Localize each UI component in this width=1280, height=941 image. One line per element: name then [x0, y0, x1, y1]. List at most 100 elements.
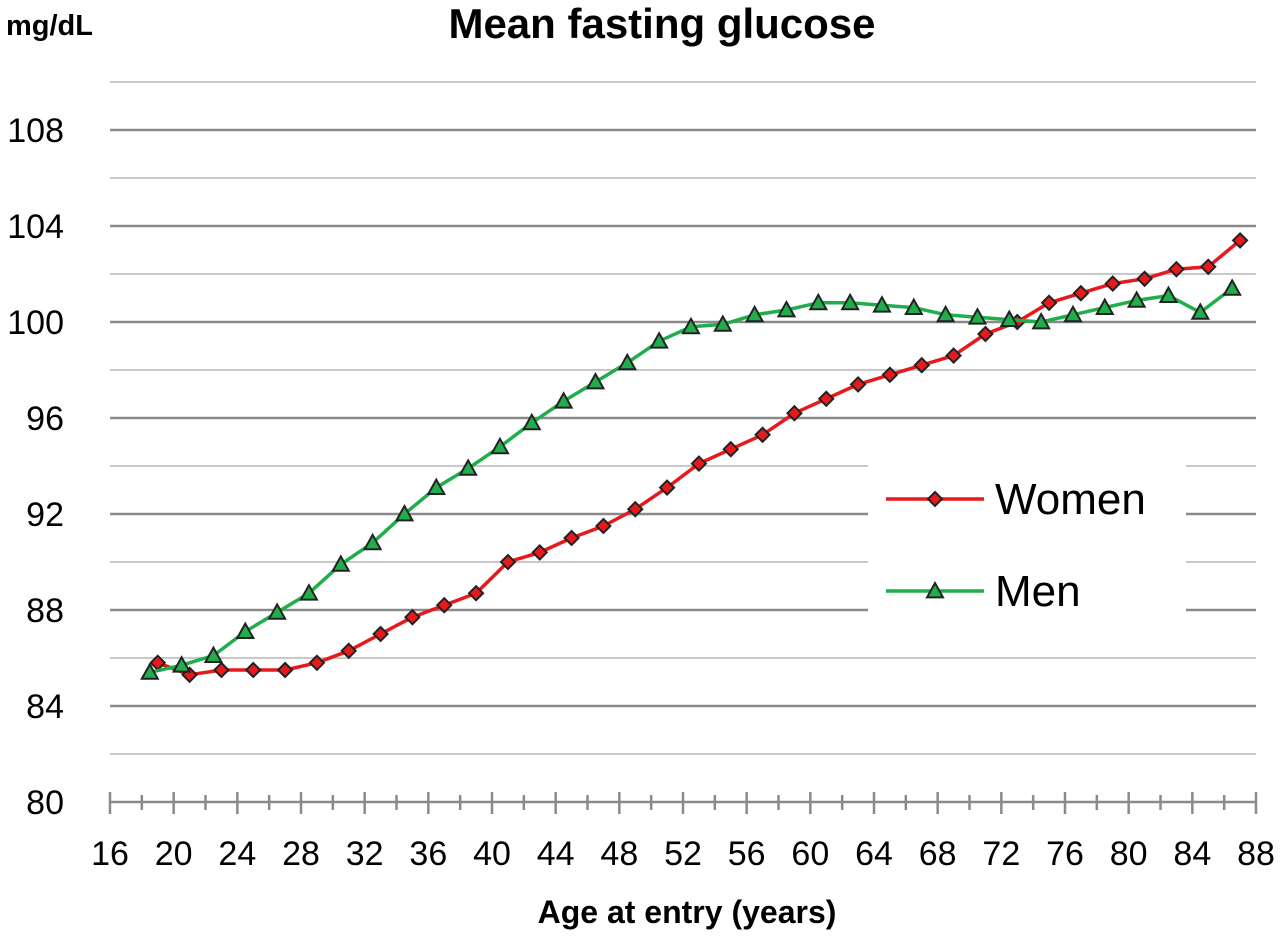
men-point	[713, 314, 733, 332]
y-tick-label: 92	[26, 496, 64, 534]
x-tick-label: 36	[409, 835, 447, 873]
men-point	[1190, 302, 1210, 320]
y-tick-label: 96	[26, 400, 64, 438]
men-point	[744, 304, 765, 323]
men-point	[426, 477, 446, 495]
legend-background	[868, 462, 1186, 634]
x-tick-label: 84	[1173, 835, 1211, 873]
series-women	[149, 231, 1249, 684]
women-point	[244, 661, 262, 679]
plot-area	[140, 231, 1249, 684]
women-point	[945, 347, 962, 365]
men-point	[522, 412, 542, 431]
women-point	[1040, 294, 1058, 312]
women-point	[977, 325, 994, 343]
x-tick-label: 64	[855, 835, 893, 873]
chart-title: Mean fasting glucose	[448, 0, 875, 47]
x-tick-label: 24	[218, 835, 256, 873]
men-point	[394, 503, 415, 522]
legend-label-men: Men	[995, 567, 1081, 616]
x-tick-label: 88	[1237, 835, 1275, 873]
men-point	[681, 316, 701, 335]
x-axis: 16 20 24 28 32 36 40 44 48 52 56 60 64 68 72 76 80 84 88	[91, 792, 1275, 873]
women-point	[786, 404, 803, 422]
x-tick-label: 48	[600, 835, 638, 873]
x-tick-label: 76	[1046, 835, 1084, 873]
men-point	[140, 662, 160, 680]
x-tick-label: 52	[664, 835, 702, 873]
legend-marker-men	[925, 580, 945, 599]
x-tick-label: 68	[919, 835, 957, 873]
x-tick-label: 28	[282, 835, 320, 873]
men-point	[267, 602, 287, 620]
y-tick-label: 104	[7, 208, 64, 246]
men-point	[235, 621, 255, 639]
men-point	[872, 295, 892, 313]
x-tick-label: 20	[155, 835, 193, 873]
x-tick-label: 60	[791, 835, 829, 873]
legend-label-women: Women	[995, 475, 1146, 524]
men-point	[553, 391, 574, 409]
men-point	[362, 532, 383, 551]
men-point	[171, 655, 192, 673]
women-point	[1199, 258, 1217, 276]
men-point	[967, 307, 988, 325]
x-axis-title: Age at entry (years)	[538, 894, 837, 930]
men-point	[1126, 290, 1147, 308]
women-point	[881, 366, 899, 384]
women-point	[404, 608, 421, 626]
men-point	[649, 331, 669, 349]
men-point	[904, 297, 924, 315]
men-point	[808, 292, 828, 311]
men-point	[1031, 311, 1051, 330]
women-point	[1104, 275, 1122, 293]
men-point	[458, 458, 478, 476]
series-men	[140, 278, 1242, 680]
women-point	[467, 584, 485, 602]
y-tick-label: 108	[7, 112, 64, 150]
women-point	[340, 642, 358, 660]
women-point	[372, 625, 389, 643]
gridlines	[110, 81, 1256, 755]
women-point	[499, 553, 517, 571]
women-point	[913, 356, 931, 374]
x-tick-label: 80	[1110, 835, 1148, 873]
men-point	[935, 304, 956, 323]
x-tick-label: 72	[982, 835, 1020, 873]
women-point	[1231, 231, 1249, 249]
women-point	[531, 543, 549, 561]
women-point	[563, 529, 580, 547]
men-point	[999, 309, 1019, 327]
x-tick-label: 56	[728, 835, 766, 873]
y-axis: 80 84 88 92 96 100 104 108	[7, 112, 64, 822]
men-point	[840, 292, 860, 311]
men-point	[1095, 297, 1115, 315]
men-point	[776, 299, 797, 318]
legend-marker-women	[926, 490, 944, 508]
women-point	[213, 661, 230, 679]
men-point	[299, 583, 319, 601]
legend: Women Men	[868, 462, 1186, 634]
men-point	[617, 352, 637, 371]
women-point	[595, 517, 612, 535]
y-tick-label: 88	[26, 592, 64, 630]
women-point	[276, 661, 294, 679]
y-tick-label: 80	[26, 784, 64, 822]
x-tick-label: 32	[346, 835, 384, 873]
men-point	[331, 554, 351, 572]
x-tick-label: 44	[537, 835, 575, 873]
women-point	[658, 479, 676, 497]
women-point	[1136, 270, 1153, 288]
men-point	[585, 371, 606, 390]
women-point	[690, 455, 708, 473]
men-point	[490, 436, 510, 455]
women-point	[1072, 284, 1090, 302]
women-point	[817, 390, 835, 408]
men-point	[1063, 304, 1083, 323]
women-point	[626, 500, 644, 518]
y-tick-label: 84	[26, 688, 64, 726]
women-point	[849, 375, 867, 393]
men-point	[1158, 285, 1179, 303]
women-point	[435, 596, 453, 614]
